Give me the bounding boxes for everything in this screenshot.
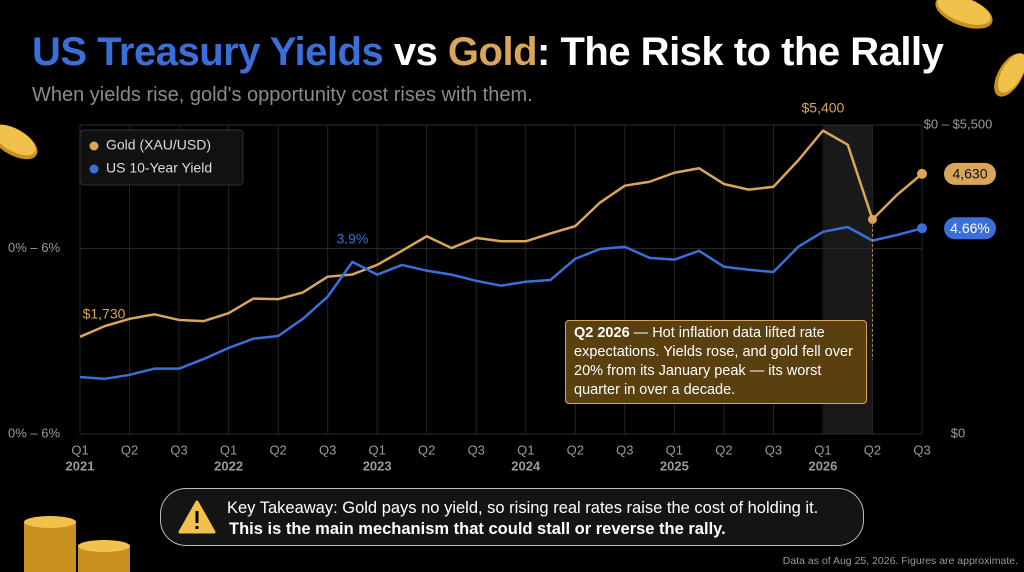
end-label-pill: [944, 217, 996, 240]
x-tick-label: Q1: [814, 442, 831, 457]
series-line: [79, 129, 923, 338]
data-label: 3.9%: [336, 231, 368, 247]
x-year-label: 2023: [363, 458, 392, 473]
subtitle: When yields rise, gold's opportunity cos…: [32, 84, 533, 106]
annotation-heading: Q2 2026: [574, 325, 630, 341]
trough-point: [867, 214, 877, 224]
x-tick-label: Q2: [567, 442, 584, 457]
x-year-label: 2024: [511, 458, 541, 473]
legend-swatch: [89, 141, 99, 151]
chart-title: US Treasury Yields vs Gold: The Risk to …: [32, 30, 944, 75]
x-year-label: 2022: [214, 458, 243, 473]
x-tick-label: Q2: [269, 442, 286, 457]
takeaway-box: Key Takeaway: Gold pays no yield, so ris…: [160, 488, 864, 546]
x-year-label: 2021: [66, 458, 95, 473]
data-label: $1,730: [83, 306, 126, 322]
legend-label: Gold (XAU/USD): [106, 137, 211, 153]
annotation: Q2 2026 — Hot inflation data lifted rate…: [565, 320, 867, 404]
annotation-text: — Hot inflation data lifted rate expecta…: [574, 325, 853, 398]
warning-icon: [178, 500, 216, 534]
title-part: US Treasury Yields: [32, 30, 384, 74]
takeaway-emphasis: This is the main mechanism that could st…: [229, 520, 726, 538]
x-tick-label: Q1: [517, 442, 534, 457]
footnote: Data as of Aug 25, 2026. Figures are app…: [782, 555, 1018, 567]
x-tick-label: Q3: [468, 442, 485, 457]
end-label: 4.66%: [950, 220, 990, 236]
y-tick-label: 0% – 6%: [8, 240, 60, 255]
x-tick-label: Q2: [715, 442, 732, 457]
x-tick-label: Q2: [864, 442, 881, 457]
end-point: [917, 168, 927, 179]
x-tick-label: Q3: [616, 442, 633, 457]
title-part: Gold: [447, 30, 538, 74]
x-tick-label: Q1: [71, 442, 88, 457]
x-tick-label: Q3: [913, 442, 930, 457]
end-point: [917, 223, 927, 234]
x-tick-label: Q1: [666, 442, 683, 457]
title-part: vs: [383, 30, 448, 74]
x-year-label: 2026: [808, 458, 837, 473]
legend-box: [79, 129, 244, 186]
x-year-label: 2025: [660, 458, 689, 473]
x-tick-label: Q3: [319, 442, 336, 457]
legend-swatch: [89, 164, 99, 174]
x-tick-label: Q1: [220, 442, 237, 457]
x-tick-label: Q2: [418, 442, 435, 457]
title-part: : The Risk to the Rally: [537, 30, 944, 74]
y2-tick-label: $0: [951, 425, 965, 440]
y2-tick-label: $0 – $5,500: [924, 116, 993, 131]
x-tick-label: Q2: [121, 442, 138, 457]
end-label: 4,630: [952, 166, 987, 182]
x-tick-label: Q3: [170, 442, 187, 457]
y-tick-label: 0% – 6%: [8, 425, 60, 440]
end-label-pill: [944, 162, 996, 185]
legend-label: US 10-Year Yield: [106, 160, 212, 176]
takeaway-text: Key Takeaway: Gold pays no yield, so ris…: [227, 499, 819, 517]
x-tick-label: Q1: [369, 442, 386, 457]
series-line: [79, 225, 923, 381]
data-label: $5,400: [802, 99, 845, 115]
x-tick-label: Q3: [765, 442, 782, 457]
